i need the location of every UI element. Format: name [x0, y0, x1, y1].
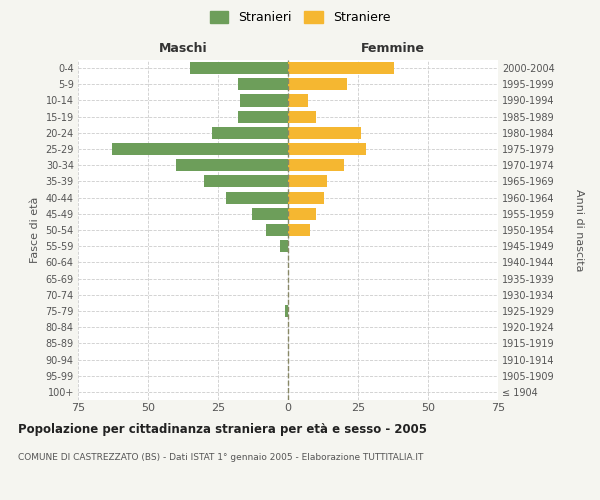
Bar: [285, 305, 288, 317]
Bar: [238, 78, 288, 90]
Bar: [288, 78, 347, 90]
Bar: [204, 176, 288, 188]
Bar: [288, 224, 310, 236]
Bar: [288, 143, 367, 155]
Y-axis label: Fasce di età: Fasce di età: [30, 197, 40, 263]
Bar: [288, 94, 308, 106]
Bar: [288, 176, 327, 188]
Bar: [266, 224, 288, 236]
Bar: [238, 110, 288, 122]
Bar: [251, 208, 288, 220]
Bar: [288, 62, 394, 74]
Bar: [280, 240, 288, 252]
Bar: [190, 62, 288, 74]
Legend: Stranieri, Straniere: Stranieri, Straniere: [205, 6, 395, 29]
Text: Femmine: Femmine: [361, 42, 425, 55]
Bar: [288, 159, 344, 172]
Bar: [212, 127, 288, 139]
Text: COMUNE DI CASTREZZATO (BS) - Dati ISTAT 1° gennaio 2005 - Elaborazione TUTTITALI: COMUNE DI CASTREZZATO (BS) - Dati ISTAT …: [18, 452, 424, 462]
Y-axis label: Anni di nascita: Anni di nascita: [574, 188, 584, 271]
Bar: [112, 143, 288, 155]
Bar: [241, 94, 288, 106]
Bar: [226, 192, 288, 203]
Text: Maschi: Maschi: [158, 42, 208, 55]
Bar: [176, 159, 288, 172]
Bar: [288, 127, 361, 139]
Text: Popolazione per cittadinanza straniera per età e sesso - 2005: Popolazione per cittadinanza straniera p…: [18, 422, 427, 436]
Bar: [288, 192, 325, 203]
Bar: [288, 208, 316, 220]
Bar: [288, 110, 316, 122]
